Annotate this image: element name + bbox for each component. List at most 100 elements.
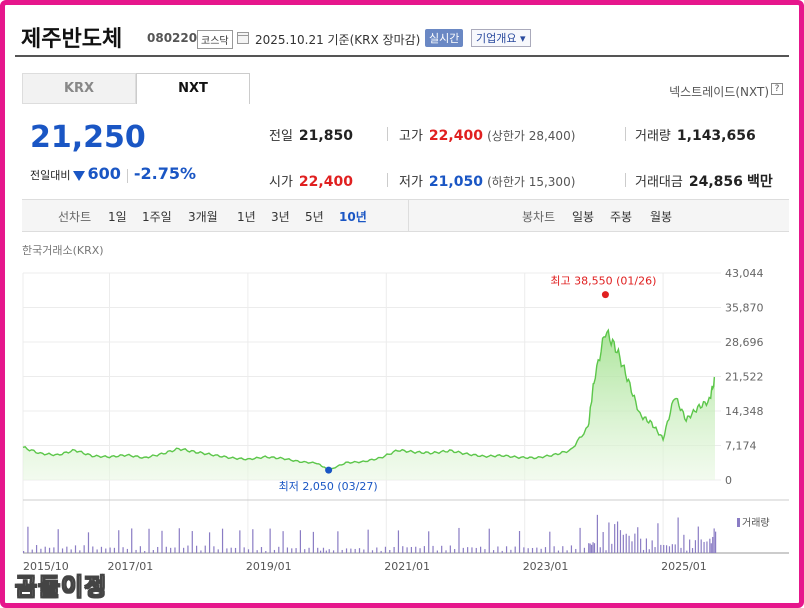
volume-bar	[252, 529, 254, 553]
period-3m[interactable]: 3개월	[188, 210, 218, 224]
volume-bar	[588, 543, 590, 553]
volume-bar	[654, 547, 656, 553]
volume-bar	[531, 547, 534, 553]
volume-bar	[514, 546, 516, 553]
volume-bar	[419, 548, 421, 553]
change-label: 전일대비	[30, 169, 71, 182]
period-1w[interactable]: 1주일	[142, 210, 172, 224]
period-1d[interactable]: 1일	[108, 210, 127, 224]
volume-bar	[441, 545, 443, 553]
price-box: 21,250 전일대비 600 -2.75%	[22, 104, 250, 194]
volume-bar	[278, 546, 280, 553]
candle-daily[interactable]: 일봉	[572, 210, 595, 224]
volume-bar	[634, 533, 636, 553]
volume-bar	[480, 546, 482, 553]
volume-bar	[260, 547, 263, 553]
volume-bar	[122, 547, 124, 553]
volume-bar	[599, 547, 601, 553]
price-change: 전일대비 600 -2.75%	[30, 164, 196, 183]
low-label: 저가	[399, 175, 423, 190]
x-tick-label: 2017/01	[108, 560, 154, 573]
volume-bar	[657, 523, 659, 553]
volume-bar	[35, 545, 38, 553]
volume-bar	[243, 547, 245, 553]
volume-bar	[436, 550, 438, 553]
volume-bar	[432, 545, 434, 553]
volume-bar	[44, 546, 46, 553]
volume-legend-label: 거래량	[742, 517, 770, 529]
volume-bar	[510, 549, 512, 553]
volume-bar	[393, 546, 395, 553]
period-10y[interactable]: 10년	[339, 210, 367, 224]
volume-bar	[397, 530, 400, 553]
y-tick-label: 21,522	[725, 371, 764, 384]
volume-bar	[608, 522, 610, 553]
period-1y[interactable]: 1년	[237, 210, 256, 224]
volume-bar	[74, 545, 77, 553]
volume-bar	[505, 546, 508, 553]
volume-bar	[174, 547, 176, 553]
upper-limit: (상한가 28,400)	[487, 129, 576, 143]
volume-bar	[677, 517, 679, 553]
volume-bar	[183, 547, 185, 553]
volume-bar	[697, 526, 699, 553]
volume-bar	[79, 550, 81, 553]
volume-bar	[622, 534, 624, 553]
volume-bar	[428, 531, 430, 553]
volume-bar	[523, 547, 525, 553]
volume-bar	[87, 532, 90, 553]
help-icon[interactable]: ?	[771, 83, 783, 95]
line-chart-label: 선차트	[58, 210, 92, 224]
volume-bar	[48, 547, 51, 553]
volume-bar	[308, 547, 310, 553]
volume-bar	[350, 548, 352, 553]
company-overview-button[interactable]: 기업개요 ▾	[471, 29, 531, 47]
volume-bar	[645, 538, 647, 553]
volume-bar	[680, 547, 682, 553]
volume-label: 거래량	[635, 129, 671, 144]
prev-close-label: 전일	[269, 129, 293, 144]
volume-bar	[319, 550, 322, 553]
volume-bar	[27, 526, 29, 553]
volume-bar	[589, 543, 591, 553]
stat-volume: 거래량 1,143,656	[635, 125, 756, 144]
volume-bar	[592, 542, 594, 553]
realtime-button[interactable]: 실시간	[425, 29, 464, 47]
volume-bar	[415, 546, 417, 553]
tab-nxt[interactable]: NXT	[136, 73, 250, 104]
volume-bar	[593, 543, 596, 553]
volume-bar	[518, 531, 521, 553]
volume-bar	[118, 530, 120, 553]
volume-bar	[488, 528, 490, 553]
volume-bar	[471, 547, 473, 553]
volume-bar	[449, 545, 451, 553]
period-3y[interactable]: 3년	[271, 210, 290, 224]
volume-bar	[345, 548, 348, 553]
stock-name[interactable]: 제주반도체	[21, 27, 123, 52]
price-chart[interactable]: 43,044 35,870 28,696 21,522 14,348 7,174 0 2015…	[15, 237, 789, 581]
volume-bar	[458, 527, 460, 553]
volume-bar	[445, 550, 447, 553]
volume-bar	[23, 551, 25, 553]
candle-monthly[interactable]: 월봉	[650, 210, 673, 224]
candle-weekly[interactable]: 주봉	[610, 210, 633, 224]
volume-bar	[148, 528, 150, 553]
volume-bar	[648, 549, 650, 553]
volume-bar	[126, 548, 128, 553]
period-5y[interactable]: 5년	[305, 210, 324, 224]
volume-bar	[625, 533, 627, 553]
volume-bar	[410, 546, 413, 553]
volume-bar	[213, 546, 215, 553]
tab-krx[interactable]: KRX	[22, 73, 136, 104]
market-badge: 코스닥	[197, 30, 233, 49]
volume-bar	[562, 546, 564, 553]
volume-bar	[165, 546, 167, 553]
volume-bar	[384, 546, 387, 553]
volume-bar	[322, 547, 325, 553]
volume-bar	[602, 532, 604, 553]
volume-bar	[105, 548, 107, 553]
volume-bar	[536, 547, 538, 553]
volume-bar	[706, 541, 708, 553]
volume-bar	[691, 548, 694, 553]
min-price-marker	[325, 466, 333, 474]
